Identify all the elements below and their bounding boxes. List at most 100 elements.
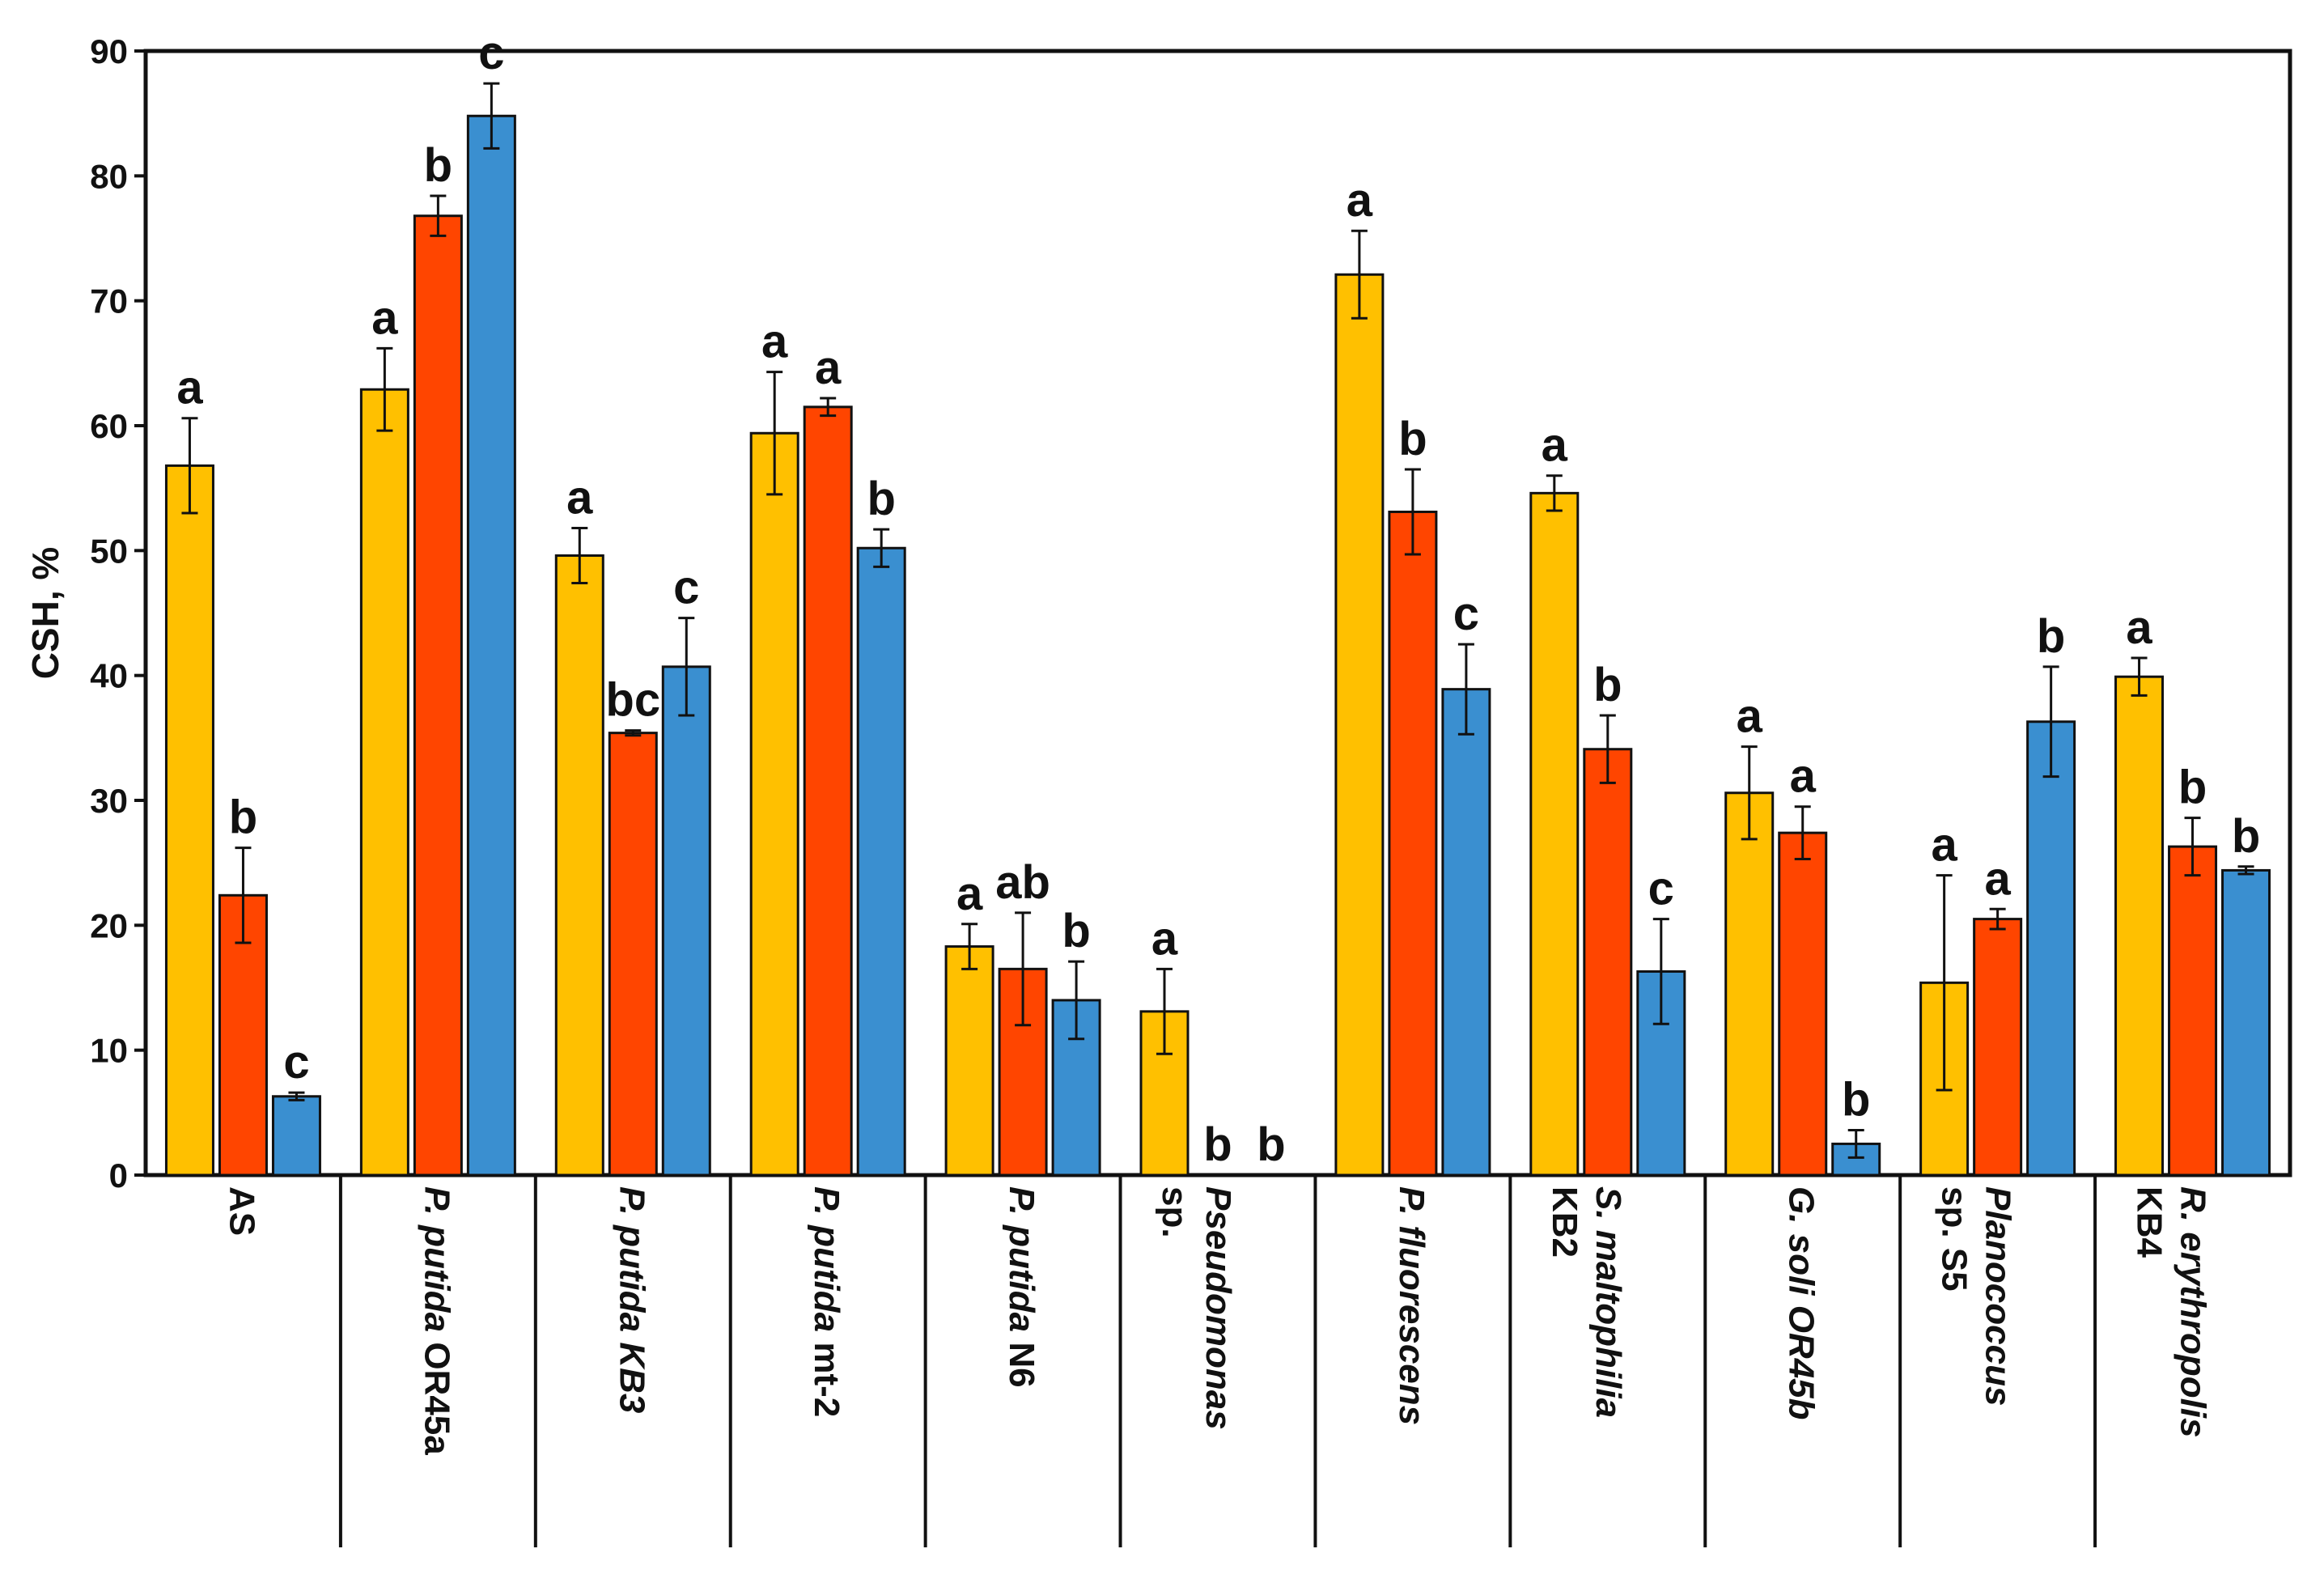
significance-label: a <box>566 472 593 524</box>
x-tick-label-0: AS <box>222 1186 261 1236</box>
significance-label: bc <box>605 674 660 727</box>
significance-label: a <box>761 316 788 368</box>
x-tick-label-part: sp. <box>1155 1186 1194 1238</box>
significance-label: a <box>1542 419 1568 472</box>
significance-label: a <box>176 362 203 414</box>
significance-label: c <box>283 1036 309 1088</box>
x-tick-label: KB4 <box>2130 1186 2169 1258</box>
significance-label: a <box>956 868 983 920</box>
bar-series-3-10 <box>2221 868 2271 1177</box>
plot-frame <box>143 49 2292 1178</box>
x-tick-label: AS <box>222 1186 261 1236</box>
x-tick-label: P. fluorescens <box>1392 1186 1431 1425</box>
x-tick-label-4: P. putida N6 <box>1002 1186 1041 1388</box>
significance-label: b <box>867 473 895 525</box>
bar-series-2-6 <box>1388 510 1438 1177</box>
significance-label: c <box>478 27 504 79</box>
bar-series-3-2 <box>661 665 711 1177</box>
y-tick-label: 80 <box>90 157 128 195</box>
significance-label: a <box>1790 750 1817 803</box>
significance-label: b <box>1203 1118 1232 1171</box>
significance-label: b <box>1257 1118 1285 1171</box>
bar-series-2-10 <box>2168 845 2218 1177</box>
y-tick-label: 0 <box>109 1156 128 1194</box>
significance-label: b <box>2178 762 2207 814</box>
x-tick-label-part: P. putida <box>807 1186 846 1332</box>
bar-series-3-9 <box>2026 720 2076 1177</box>
significance-label: b <box>424 139 452 192</box>
x-tick-label-part: sp. S5 <box>1935 1186 1974 1292</box>
bar-series-3-3 <box>856 546 906 1177</box>
x-tick-label: S. maltophilia <box>1588 1186 1628 1418</box>
x-tick-label-part: KB2 <box>1545 1186 1584 1258</box>
x-tick-label-part: AS <box>222 1186 261 1236</box>
y-tick-label: 40 <box>90 657 128 695</box>
x-tick-label-3: P. putida mt-2 <box>807 1186 846 1417</box>
y-tick-label: 60 <box>90 407 128 445</box>
x-tick-label: P. putida mt-2 <box>807 1186 846 1417</box>
bar-series-2-1 <box>413 214 463 1177</box>
x-tick-label-part: Planococcus <box>1978 1186 2018 1406</box>
x-tick-label-part: Pseudomonas <box>1198 1186 1238 1430</box>
x-tick-label: G. soli OR45b <box>1782 1186 1821 1420</box>
x-tick-label: sp. S5 <box>1935 1186 1974 1292</box>
bar-series-2-3 <box>803 405 853 1177</box>
x-tick-label: P. putida N6 <box>1002 1186 1041 1388</box>
bar-series-1-3 <box>749 431 799 1177</box>
y-axis-label: CSH, % <box>24 547 66 680</box>
x-tick-label: KB2 <box>1545 1186 1584 1258</box>
x-tick-label-part: R. erythropolis <box>2173 1186 2213 1438</box>
significance-label: a <box>2126 601 2152 654</box>
x-tick-label: R. erythropolis <box>2173 1186 2213 1438</box>
bar-series-1-2 <box>554 554 604 1177</box>
y-tick-label: 30 <box>90 782 128 820</box>
bar-series-1-1 <box>359 388 409 1177</box>
bar-series-1-10 <box>2114 675 2165 1177</box>
bar-series-1-6 <box>1334 273 1385 1177</box>
significance-label: a <box>815 342 842 394</box>
bar-series-2-9 <box>1973 918 2023 1177</box>
bar-series-2-2 <box>608 732 658 1177</box>
significance-label: ab <box>995 856 1050 909</box>
x-tick-label-part: P. putida <box>1002 1186 1041 1332</box>
significance-label: c <box>1453 588 1479 640</box>
y-tick-label: 90 <box>90 32 128 70</box>
y-tick-label: 70 <box>90 282 128 320</box>
bar-series-3-0 <box>271 1095 321 1177</box>
bar-series-1-8 <box>1724 791 1775 1177</box>
y-tick-label: 50 <box>90 532 128 570</box>
x-tick-label-part: KB4 <box>2130 1186 2169 1258</box>
x-tick-label-part: P. putida <box>417 1186 456 1332</box>
x-tick-label-part: P. fluorescens <box>1392 1186 1431 1425</box>
significance-label: a <box>1151 912 1178 965</box>
y-tick-label: 10 <box>90 1032 128 1070</box>
x-tick-label-part: G. soli OR45b <box>1782 1186 1821 1420</box>
x-tick-label-2: P. putida KB3 <box>612 1186 651 1413</box>
bar-series-2-7 <box>1583 748 1633 1177</box>
x-tick-label: Pseudomonas <box>1198 1186 1238 1430</box>
significance-label: b <box>1593 659 1622 711</box>
significance-label: a <box>1346 174 1373 227</box>
significance-label: a <box>1737 690 1763 743</box>
bar-series-1-7 <box>1529 491 1580 1177</box>
x-tick-label-1: P. putida OR45a <box>417 1186 456 1455</box>
significance-label: b <box>1062 905 1090 957</box>
significance-label: b <box>2232 810 2260 863</box>
significance-label: b <box>229 791 257 844</box>
significance-label: b <box>1398 413 1427 465</box>
x-tick-label: P. putida KB3 <box>612 1186 651 1413</box>
x-tick-label: sp. <box>1155 1186 1194 1238</box>
bar-series-3-1 <box>466 114 516 1177</box>
x-tick-label: P. putida OR45a <box>417 1186 456 1455</box>
x-tick-label-8: G. soli OR45b <box>1782 1186 1821 1420</box>
y-tick-label: 20 <box>90 906 128 944</box>
x-tick-label: Planococcus <box>1978 1186 2018 1406</box>
x-tick-label-part: N6 <box>1002 1332 1041 1387</box>
bar-series-2-8 <box>1778 831 1828 1177</box>
bar-series-3-6 <box>1441 688 1491 1177</box>
